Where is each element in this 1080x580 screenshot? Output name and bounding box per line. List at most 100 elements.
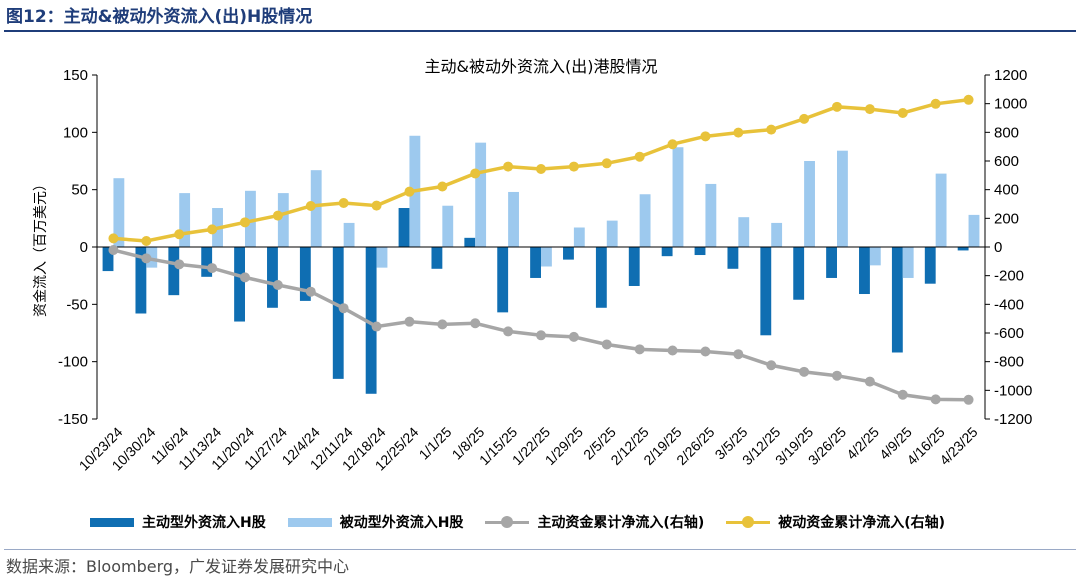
y2-tick-label: 1200 — [994, 67, 1027, 84]
bar-active — [332, 247, 344, 379]
bar-passive — [475, 142, 487, 247]
point-passive-cum — [470, 168, 481, 179]
point-active-cum — [832, 370, 842, 381]
point-active-cum — [207, 263, 218, 274]
figure-label: 图12： — [6, 7, 64, 27]
bar-active — [760, 247, 772, 336]
legend-swatch-passive-bar — [287, 517, 332, 527]
point-active-cum — [305, 286, 316, 297]
bar-passive — [508, 191, 519, 247]
figure-title: 图12：主动&被动外资流入(出)H股情况 — [6, 2, 312, 27]
bar-passive — [639, 194, 651, 247]
point-active-cum — [667, 345, 678, 356]
point-passive-cum — [305, 201, 316, 212]
legend-label-active-cum: 主动资金累计净流入(右轴) — [537, 515, 705, 531]
point-active-cum — [437, 319, 448, 330]
point-active-cum — [404, 316, 415, 327]
y-tick-label: -100 — [58, 354, 88, 371]
bar-active — [595, 247, 607, 308]
point-passive-cum — [864, 104, 875, 115]
y2-tick-label: 800 — [994, 124, 1019, 141]
y-tick-label: -150 — [58, 411, 88, 428]
bar-passive — [705, 183, 717, 247]
bar-active — [201, 247, 213, 277]
bar-passive — [804, 161, 815, 247]
point-active-cum — [470, 318, 481, 329]
point-passive-cum — [108, 233, 119, 244]
bar-passive — [179, 193, 191, 247]
y2-tick-label: -1000 — [994, 382, 1032, 399]
y2-tick-label: 0 — [994, 239, 1002, 256]
bar-active — [431, 247, 443, 269]
y-tick-label: 0 — [80, 239, 88, 256]
point-passive-cum — [799, 113, 810, 124]
point-passive-cum — [404, 186, 415, 197]
bar-passive — [245, 190, 256, 247]
bar-passive — [442, 205, 454, 247]
y2-tick-label: -600 — [994, 325, 1024, 342]
point-active-cum — [963, 394, 974, 405]
point-passive-cum — [733, 127, 744, 138]
y-tick-label: -50 — [66, 296, 88, 313]
point-active-cum — [634, 344, 645, 355]
point-passive-cum — [568, 161, 579, 172]
title-rule — [4, 30, 1076, 32]
point-passive-cum — [174, 229, 185, 240]
bar-passive — [376, 247, 388, 268]
bar-passive — [606, 220, 618, 247]
bar-active — [267, 247, 278, 308]
bar-active — [727, 247, 739, 269]
point-active-cum — [700, 346, 711, 357]
bar-active — [464, 237, 476, 247]
legend-label-passive-bar: 被动型外资流入H股 — [339, 515, 464, 531]
point-active-cum — [503, 326, 514, 337]
point-passive-cum — [272, 210, 283, 221]
bar-passive — [113, 178, 125, 247]
legend: 主动型外资流入H股 被动型外资流入H股 主动资金累计净流入(右轴) 被动资金累计… — [90, 509, 1030, 535]
bar-active — [694, 247, 706, 256]
bar-active — [102, 247, 114, 272]
bar-passive — [902, 247, 914, 278]
bar-passive — [869, 247, 881, 266]
point-passive-cum — [832, 101, 842, 112]
bar-active — [234, 247, 245, 322]
bar-passive — [277, 193, 289, 247]
bar-active — [957, 247, 969, 251]
y-tick-label: 100 — [63, 124, 88, 141]
bar-passive — [771, 222, 783, 247]
legend-swatch-passive-cum — [726, 516, 771, 528]
y2-tick-label: 600 — [994, 153, 1019, 170]
bar-passive — [672, 147, 684, 247]
point-active-cum — [766, 360, 777, 371]
point-active-cum — [799, 366, 810, 377]
point-passive-cum — [503, 161, 514, 172]
bar-active — [826, 247, 837, 278]
bar-active — [859, 247, 870, 295]
bar-active — [168, 247, 180, 296]
point-active-cum — [536, 330, 546, 341]
x-tick-label: 4/2/25 — [843, 424, 882, 463]
bar-active — [299, 247, 311, 301]
y-axis-label: 资金流入（百万美元） — [33, 177, 49, 317]
y2-tick-label: -400 — [994, 296, 1024, 313]
y-tick-label: 150 — [63, 67, 88, 84]
point-passive-cum — [963, 94, 974, 105]
point-passive-cum — [601, 158, 612, 169]
point-passive-cum — [207, 224, 218, 235]
point-active-cum — [864, 376, 875, 387]
point-active-cum — [897, 389, 908, 400]
x-tick-label: 1/1/25 — [416, 424, 455, 463]
legend-item-passive-bar: 被动型外资流入H股 — [287, 512, 464, 532]
point-active-cum — [272, 279, 283, 290]
bar-passive — [935, 173, 947, 247]
point-active-cum — [240, 272, 250, 283]
point-passive-cum — [766, 124, 777, 135]
bar-active — [365, 247, 377, 394]
point-passive-cum — [536, 164, 546, 175]
bar-active — [628, 247, 640, 286]
point-active-cum — [338, 303, 349, 314]
y2-tick-label: 400 — [994, 182, 1019, 199]
y-tick-label: 50 — [71, 182, 88, 199]
legend-swatch-active-cum — [485, 516, 530, 528]
point-passive-cum — [240, 217, 250, 228]
